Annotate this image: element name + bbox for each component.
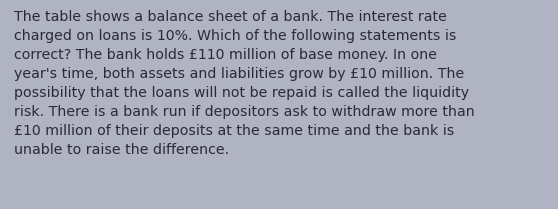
Text: The table shows a balance sheet of a bank. The interest rate
charged on loans is: The table shows a balance sheet of a ban… — [14, 10, 475, 157]
